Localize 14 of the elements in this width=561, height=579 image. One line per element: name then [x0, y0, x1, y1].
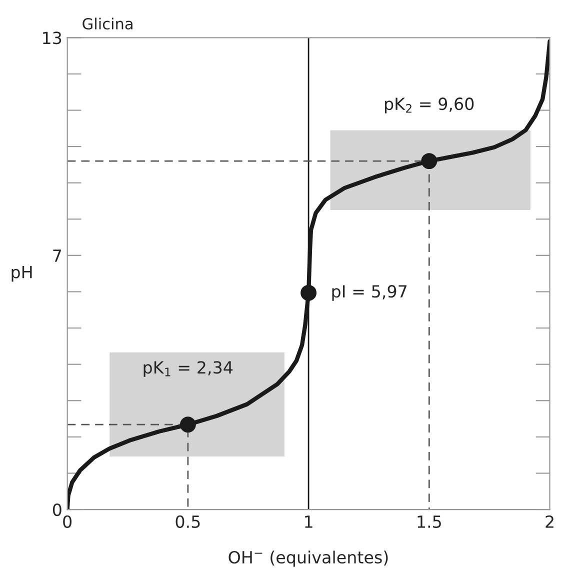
x-tick-label: 0 [63, 515, 72, 528]
x-tick-label: 2 [546, 515, 554, 528]
x-axis-title: OH$^{−}$ (equivalentes) [228, 550, 388, 567]
x-tick-label: 1 [305, 516, 312, 528]
y-tick-label: 13 [43, 32, 62, 44]
y-axis-title: pH [12, 266, 32, 282]
y-tick-label: 7 [53, 250, 62, 262]
annotation: pK$_{2}$ = 9,60 [385, 98, 474, 114]
annotation: pI = 5,97 [332, 285, 407, 301]
chart-title: Glicina [82, 18, 132, 30]
x-tick-label: 1.5 [418, 516, 441, 528]
y-tick-label: 0 [52, 503, 62, 516]
annotation: pK$_{1}$ = 2,34 [144, 361, 233, 377]
x-tick-label: 0.5 [176, 515, 200, 528]
